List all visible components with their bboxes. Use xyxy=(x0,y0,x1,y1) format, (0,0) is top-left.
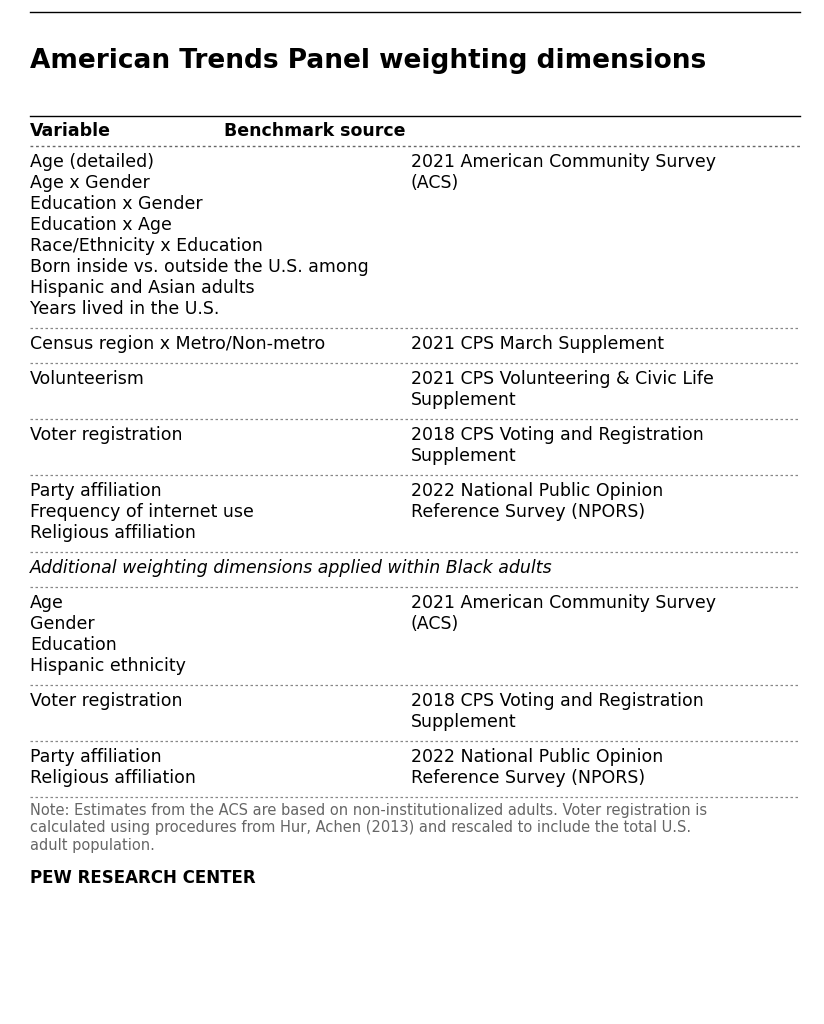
Text: Age: Age xyxy=(30,594,64,612)
Text: 2022 National Public Opinion
Reference Survey (NPORS): 2022 National Public Opinion Reference S… xyxy=(410,748,663,786)
Text: Gender: Gender xyxy=(30,615,95,633)
Text: Census region x Metro/Non-metro: Census region x Metro/Non-metro xyxy=(30,335,325,353)
Text: 2021 CPS Volunteering & Civic Life
Supplement: 2021 CPS Volunteering & Civic Life Suppl… xyxy=(410,370,714,409)
Text: Religious affiliation: Religious affiliation xyxy=(30,524,196,542)
Text: 2021 American Community Survey
(ACS): 2021 American Community Survey (ACS) xyxy=(410,594,716,633)
Text: 2021 CPS March Supplement: 2021 CPS March Supplement xyxy=(410,335,664,353)
Text: Voter registration: Voter registration xyxy=(30,692,182,710)
Text: Hispanic ethnicity: Hispanic ethnicity xyxy=(30,657,186,675)
Text: 2021 American Community Survey
(ACS): 2021 American Community Survey (ACS) xyxy=(410,153,716,191)
Text: Age (detailed): Age (detailed) xyxy=(30,153,154,171)
Text: Note: Estimates from the ACS are based on non-institutionalized adults. Voter re: Note: Estimates from the ACS are based o… xyxy=(30,803,707,853)
Text: Religious affiliation: Religious affiliation xyxy=(30,769,196,787)
Text: 2022 National Public Opinion
Reference Survey (NPORS): 2022 National Public Opinion Reference S… xyxy=(410,482,663,521)
Text: Volunteerism: Volunteerism xyxy=(30,370,145,388)
Text: American Trends Panel weighting dimensions: American Trends Panel weighting dimensio… xyxy=(30,48,706,74)
Text: Voter registration: Voter registration xyxy=(30,426,182,444)
Text: 2018 CPS Voting and Registration
Supplement: 2018 CPS Voting and Registration Supplem… xyxy=(410,426,704,465)
Text: Frequency of internet use: Frequency of internet use xyxy=(30,503,254,521)
Text: Race/Ethnicity x Education: Race/Ethnicity x Education xyxy=(30,237,263,255)
Text: 2018 CPS Voting and Registration
Supplement: 2018 CPS Voting and Registration Supplem… xyxy=(410,692,704,731)
Text: Party affiliation: Party affiliation xyxy=(30,748,162,766)
Text: Born inside vs. outside the U.S. among
Hispanic and Asian adults: Born inside vs. outside the U.S. among H… xyxy=(30,258,369,297)
Text: Age x Gender: Age x Gender xyxy=(30,174,150,193)
Text: Education x Gender: Education x Gender xyxy=(30,195,203,213)
Text: Variable: Variable xyxy=(30,122,111,140)
Text: Benchmark source: Benchmark source xyxy=(224,122,405,140)
Text: Party affiliation: Party affiliation xyxy=(30,482,162,500)
Text: Additional weighting dimensions applied within Black adults: Additional weighting dimensions applied … xyxy=(30,559,553,577)
Text: PEW RESEARCH CENTER: PEW RESEARCH CENTER xyxy=(30,869,255,887)
Text: Education: Education xyxy=(30,636,117,654)
Text: Education x Age: Education x Age xyxy=(30,216,172,234)
Text: Years lived in the U.S.: Years lived in the U.S. xyxy=(30,300,219,318)
